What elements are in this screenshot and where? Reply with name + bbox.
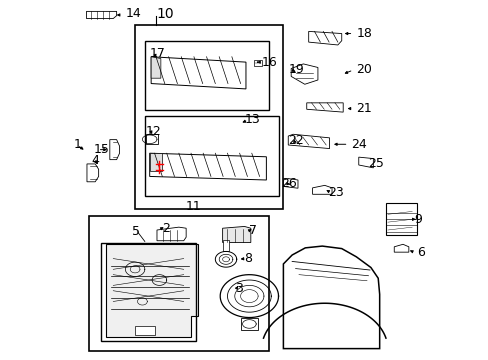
Polygon shape bbox=[306, 103, 343, 112]
Text: 18: 18 bbox=[356, 27, 371, 40]
Text: 21: 21 bbox=[356, 102, 371, 115]
Text: 15: 15 bbox=[94, 143, 109, 156]
Polygon shape bbox=[157, 227, 186, 241]
Text: 8: 8 bbox=[244, 252, 252, 265]
Polygon shape bbox=[240, 318, 258, 330]
Polygon shape bbox=[149, 153, 162, 171]
Text: 24: 24 bbox=[351, 138, 366, 151]
Polygon shape bbox=[290, 64, 317, 84]
Text: 26: 26 bbox=[281, 177, 296, 190]
Polygon shape bbox=[308, 31, 341, 45]
Text: 3: 3 bbox=[234, 283, 242, 296]
Text: 25: 25 bbox=[368, 157, 384, 170]
Text: 12: 12 bbox=[145, 125, 161, 138]
Polygon shape bbox=[151, 57, 245, 89]
Text: 10: 10 bbox=[156, 7, 173, 21]
Polygon shape bbox=[283, 179, 297, 188]
Polygon shape bbox=[312, 185, 331, 194]
Polygon shape bbox=[151, 57, 161, 78]
Bar bbox=[135, 24, 283, 208]
Polygon shape bbox=[254, 60, 261, 66]
Polygon shape bbox=[222, 226, 250, 243]
Text: 22: 22 bbox=[287, 134, 304, 147]
Text: 23: 23 bbox=[327, 186, 343, 199]
Polygon shape bbox=[393, 244, 408, 252]
Text: 19: 19 bbox=[287, 63, 304, 76]
Polygon shape bbox=[135, 327, 154, 336]
Polygon shape bbox=[223, 240, 228, 251]
Text: 9: 9 bbox=[414, 213, 422, 226]
Text: 13: 13 bbox=[244, 113, 260, 126]
Text: 16: 16 bbox=[261, 55, 277, 69]
Polygon shape bbox=[86, 12, 116, 18]
Polygon shape bbox=[287, 134, 329, 149]
Polygon shape bbox=[87, 164, 99, 182]
Bar bbox=[101, 243, 196, 341]
Polygon shape bbox=[358, 157, 372, 168]
Polygon shape bbox=[106, 244, 198, 337]
Bar bbox=[144, 116, 278, 196]
Polygon shape bbox=[149, 153, 266, 180]
Bar bbox=[89, 216, 268, 351]
Polygon shape bbox=[283, 246, 379, 348]
Text: 17: 17 bbox=[149, 47, 165, 60]
Text: 5: 5 bbox=[131, 225, 140, 238]
Text: 2: 2 bbox=[162, 222, 169, 235]
Text: 11: 11 bbox=[186, 200, 202, 213]
Text: 14: 14 bbox=[125, 8, 141, 21]
Polygon shape bbox=[385, 203, 416, 235]
Text: 6: 6 bbox=[416, 246, 424, 258]
Polygon shape bbox=[110, 140, 119, 159]
Bar bbox=[144, 41, 268, 111]
Text: 20: 20 bbox=[356, 63, 371, 76]
Text: 7: 7 bbox=[249, 224, 257, 237]
Text: 1: 1 bbox=[73, 138, 81, 151]
Polygon shape bbox=[145, 134, 158, 144]
Text: 4: 4 bbox=[91, 154, 99, 167]
